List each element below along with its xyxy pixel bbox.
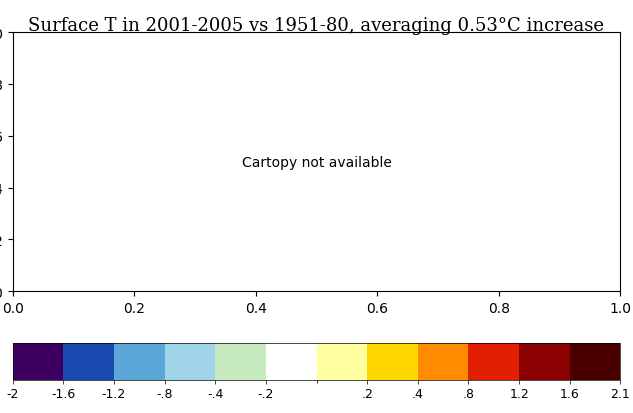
- Text: Surface T in 2001-2005 vs 1951-80, averaging 0.53°C increase: Surface T in 2001-2005 vs 1951-80, avera…: [28, 17, 605, 34]
- Text: Cartopy not available: Cartopy not available: [242, 155, 391, 169]
